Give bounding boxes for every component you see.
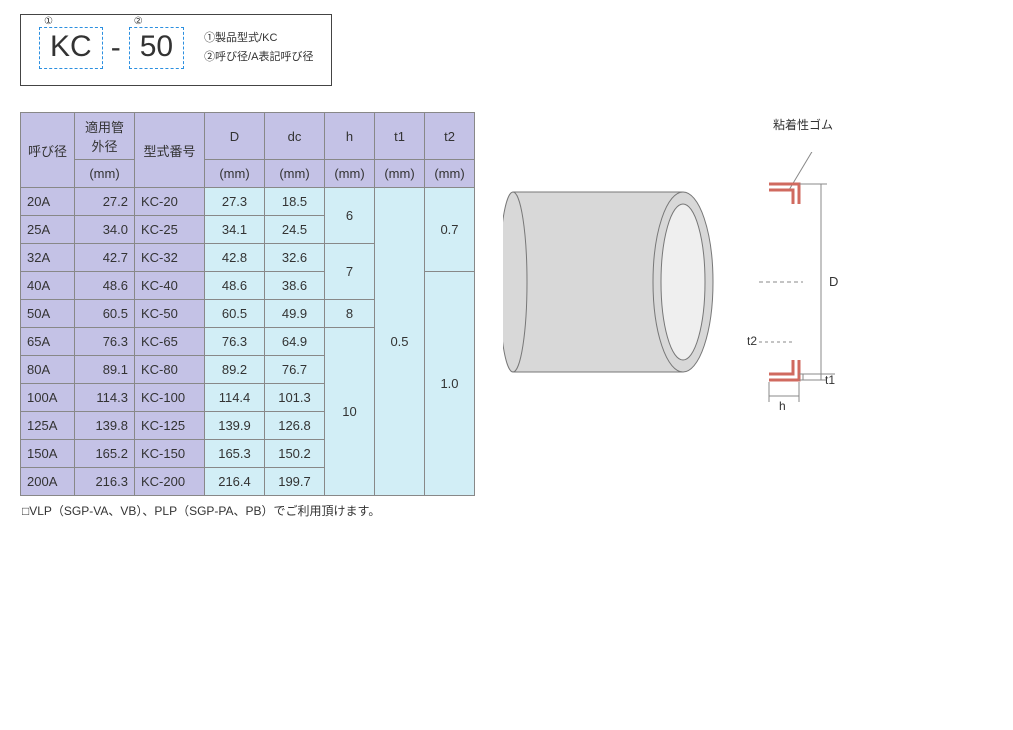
cell: 150A	[21, 440, 75, 468]
cell: 165.2	[75, 440, 135, 468]
diagram-svg: D t1 t2 h	[503, 152, 843, 412]
cell: 76.7	[265, 356, 325, 384]
cell: 1.0	[425, 272, 475, 496]
th-t2-top: t2	[425, 113, 475, 160]
dim-D: D	[829, 274, 838, 289]
cell: 48.6	[75, 272, 135, 300]
model-codes: ① KC - ② 50	[39, 27, 184, 69]
cell: 27.3	[205, 188, 265, 216]
th-h-unit: (mm)	[325, 160, 375, 188]
model-code-2: ② 50	[129, 27, 184, 69]
cell: 65A	[21, 328, 75, 356]
cell: 216.3	[75, 468, 135, 496]
code-separator: -	[111, 31, 121, 65]
cell: KC-25	[135, 216, 205, 244]
cell: 25A	[21, 216, 75, 244]
cell: 89.2	[205, 356, 265, 384]
cell: 64.9	[265, 328, 325, 356]
cell: 18.5	[265, 188, 325, 216]
cell: 6	[325, 188, 375, 244]
table-row: 20A27.2KC-2027.318.560.50.7	[21, 188, 475, 216]
cell: 8	[325, 300, 375, 328]
th-model: 型式番号	[135, 113, 205, 188]
cell: 42.7	[75, 244, 135, 272]
cell: 60.5	[75, 300, 135, 328]
cell: 49.9	[265, 300, 325, 328]
cell: 27.2	[75, 188, 135, 216]
model-designation-box: ① KC - ② 50 ①製品型式/KC ②呼び径/A表記呼び径	[20, 14, 332, 86]
footnote: □VLP（SGP-VA、VB）、PLP（SGP-PA、PB）でご利用頂けます。	[22, 502, 475, 519]
dim-h: h	[779, 399, 786, 412]
cell: 139.9	[205, 412, 265, 440]
cell: KC-40	[135, 272, 205, 300]
cell: 200A	[21, 468, 75, 496]
cell: KC-65	[135, 328, 205, 356]
legend-line-1: ①製品型式/KC	[204, 29, 313, 48]
cell: 126.8	[265, 412, 325, 440]
cell: 76.3	[75, 328, 135, 356]
model-legend: ①製品型式/KC ②呼び径/A表記呼び径	[204, 29, 313, 66]
cell: 0.7	[425, 188, 475, 272]
th-t1-unit: (mm)	[375, 160, 425, 188]
th-od-unit: (mm)	[75, 160, 135, 188]
cell: 42.8	[205, 244, 265, 272]
cell: 165.3	[205, 440, 265, 468]
th-t2-unit: (mm)	[425, 160, 475, 188]
cell: 199.7	[265, 468, 325, 496]
cell: 114.4	[205, 384, 265, 412]
cell: 7	[325, 244, 375, 300]
spec-table: 呼び径 適用管外径 型式番号 D dc h t1 t2 (mm) (mm) (m…	[20, 112, 475, 496]
cell: KC-80	[135, 356, 205, 384]
cell: 0.5	[375, 188, 425, 496]
th-D-top: D	[205, 113, 265, 160]
cell: KC-150	[135, 440, 205, 468]
cell: 76.3	[205, 328, 265, 356]
cell: 10	[325, 328, 375, 496]
code-1-text: KC	[50, 30, 92, 63]
th-D-unit: (mm)	[205, 160, 265, 188]
cell: 32A	[21, 244, 75, 272]
diagram-container: 粘着性ゴム D	[503, 152, 843, 415]
cell: 38.6	[265, 272, 325, 300]
cell: 80A	[21, 356, 75, 384]
dim-t1: t1	[825, 373, 835, 387]
dim-t2: t2	[747, 334, 757, 348]
cell: 32.6	[265, 244, 325, 272]
sup-1: ①	[42, 16, 55, 27]
cell: 100A	[21, 384, 75, 412]
cell: KC-200	[135, 468, 205, 496]
cell: 24.5	[265, 216, 325, 244]
cell: 114.3	[75, 384, 135, 412]
cell: 34.0	[75, 216, 135, 244]
cell: 50A	[21, 300, 75, 328]
th-h-top: h	[325, 113, 375, 160]
th-od-top: 適用管外径	[75, 113, 135, 160]
rubber-label: 粘着性ゴム	[773, 116, 833, 133]
cell: 34.1	[205, 216, 265, 244]
cell: KC-32	[135, 244, 205, 272]
cell: 139.8	[75, 412, 135, 440]
th-dc-top: dc	[265, 113, 325, 160]
cell: 216.4	[205, 468, 265, 496]
legend-line-2: ②呼び径/A表記呼び径	[204, 48, 313, 67]
cell: KC-125	[135, 412, 205, 440]
th-dc-unit: (mm)	[265, 160, 325, 188]
th-t1-top: t1	[375, 113, 425, 160]
cell: KC-50	[135, 300, 205, 328]
cell: 48.6	[205, 272, 265, 300]
cell: 20A	[21, 188, 75, 216]
table-container: 呼び径 適用管外径 型式番号 D dc h t1 t2 (mm) (mm) (m…	[20, 112, 475, 519]
cell: 40A	[21, 272, 75, 300]
cell: 150.2	[265, 440, 325, 468]
cell: 89.1	[75, 356, 135, 384]
code-2-text: 50	[140, 30, 173, 63]
cell: 101.3	[265, 384, 325, 412]
cell: 125A	[21, 412, 75, 440]
cell: KC-20	[135, 188, 205, 216]
sup-2: ②	[132, 16, 145, 27]
cell: 60.5	[205, 300, 265, 328]
cell: KC-100	[135, 384, 205, 412]
th-name: 呼び径	[21, 113, 75, 188]
model-code-1: ① KC	[39, 27, 103, 69]
